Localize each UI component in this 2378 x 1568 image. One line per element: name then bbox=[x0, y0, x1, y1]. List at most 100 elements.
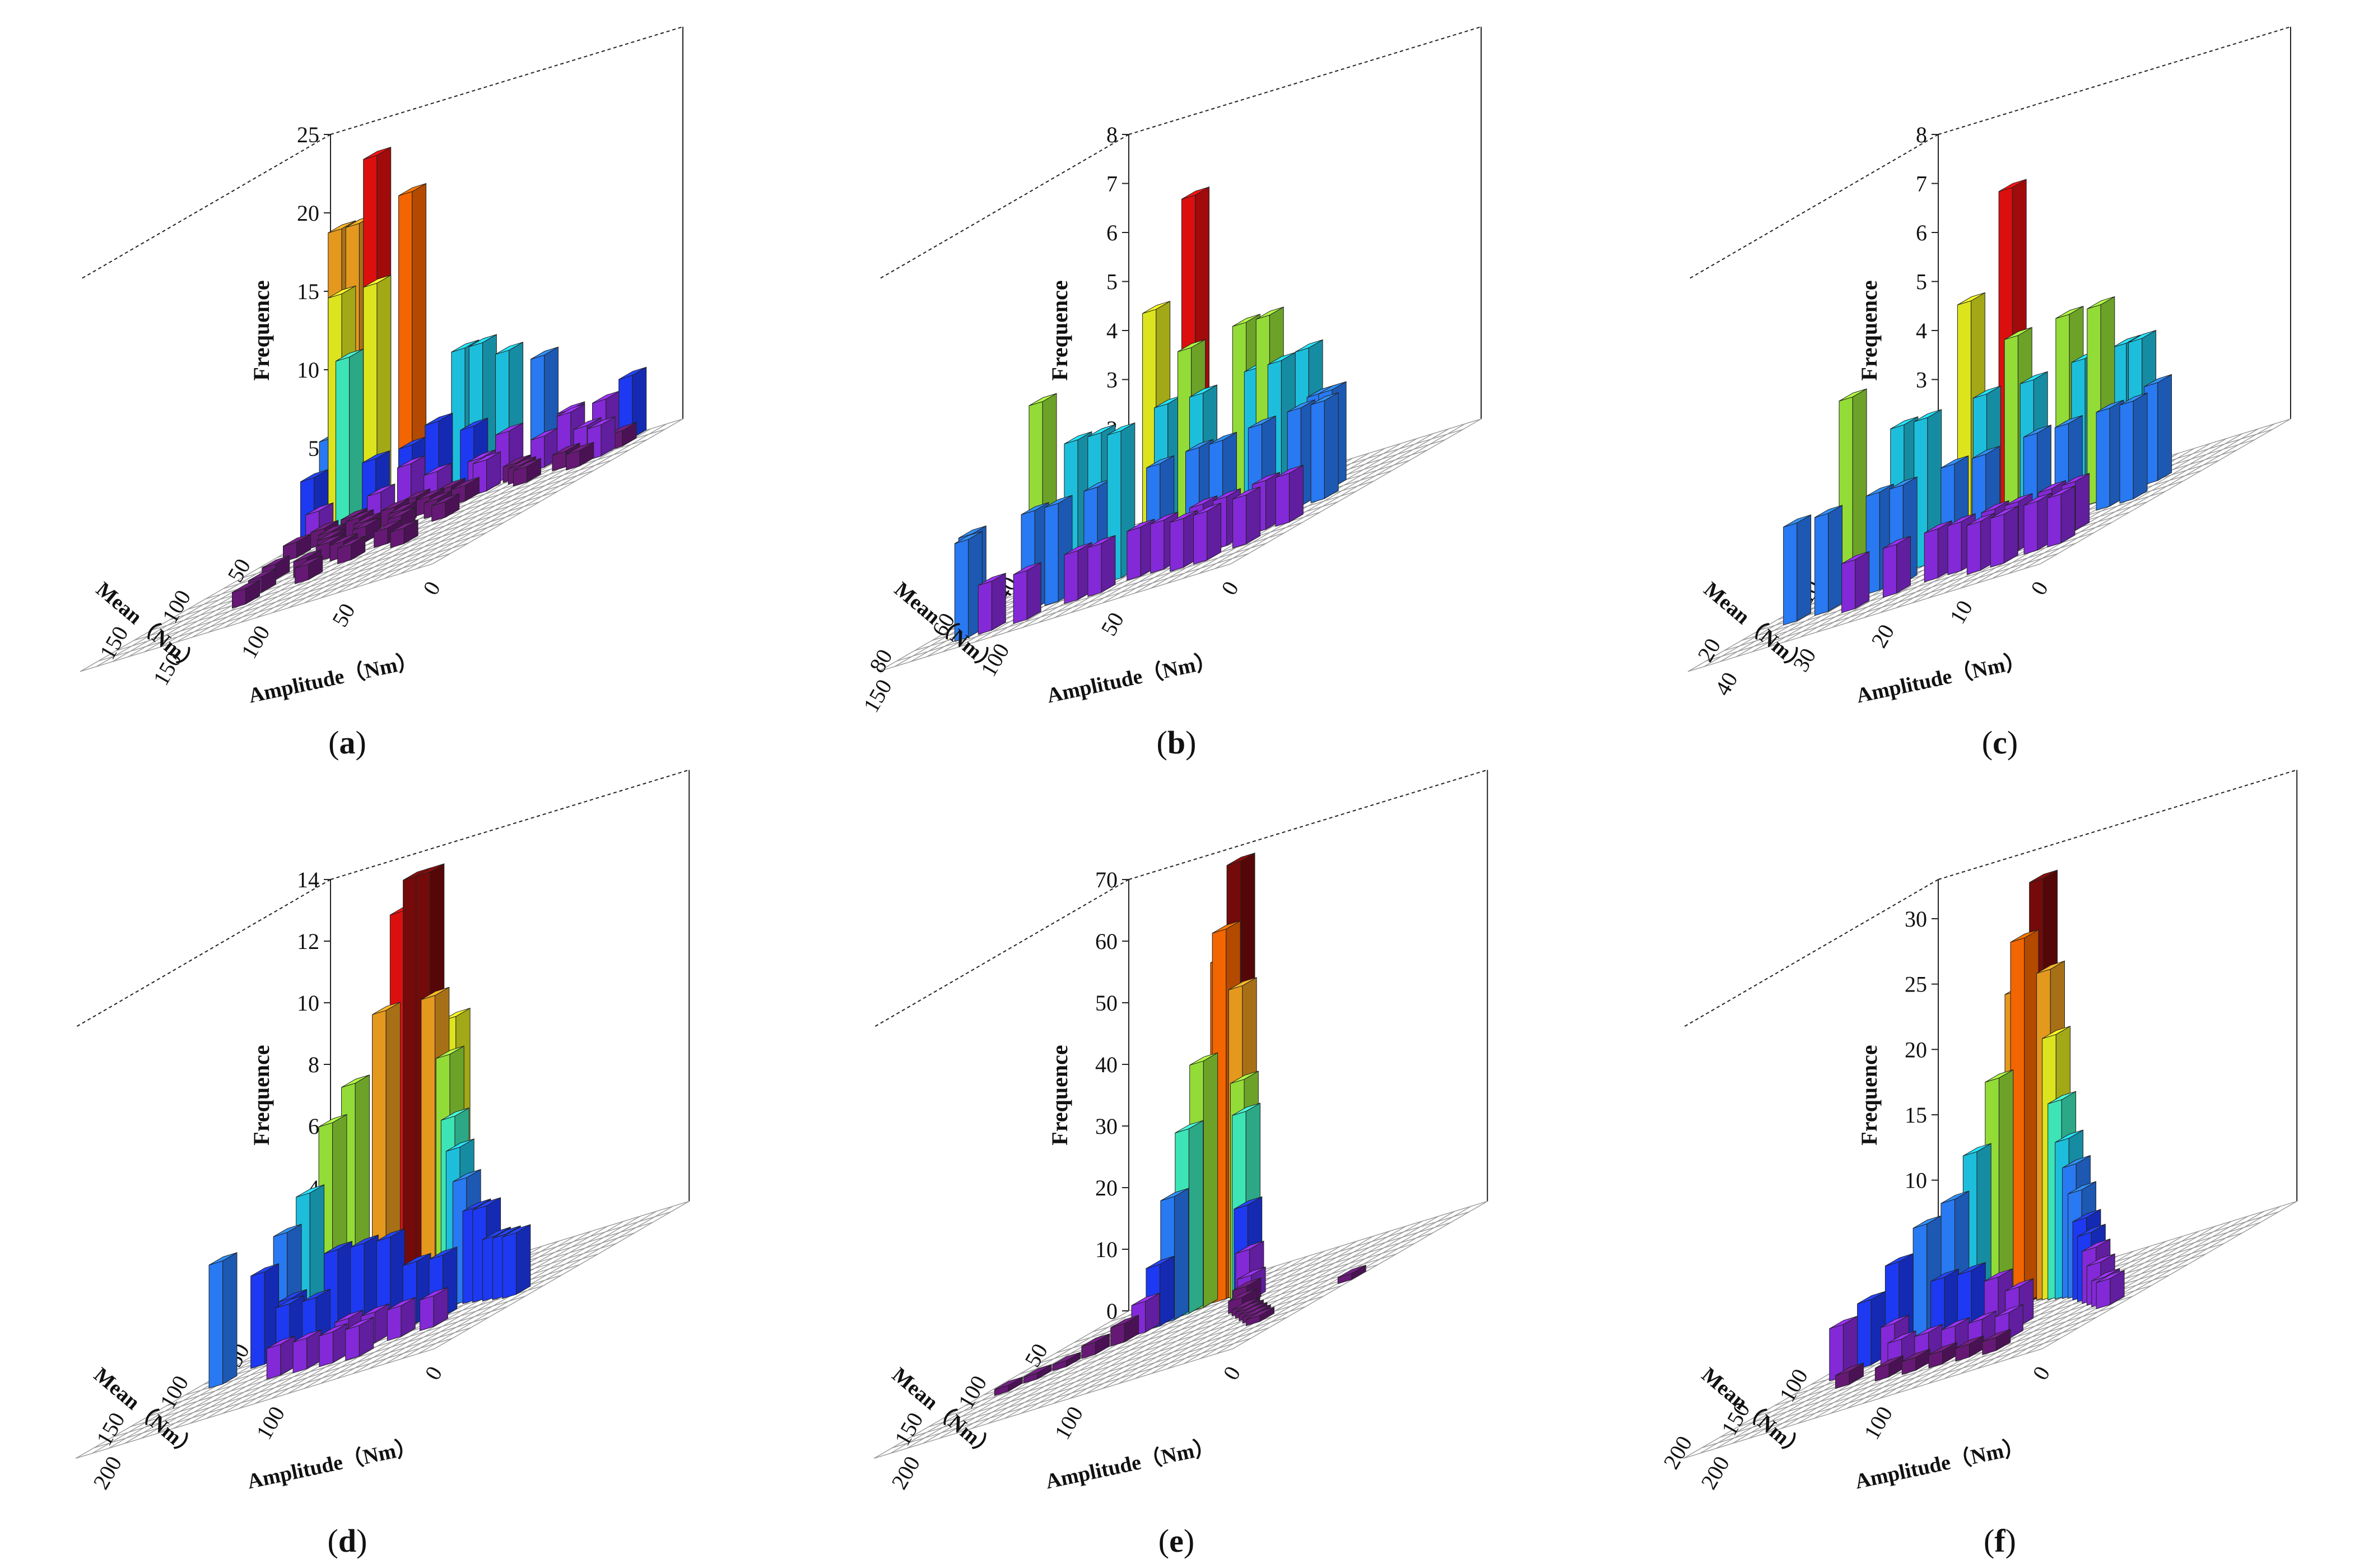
bar bbox=[2010, 929, 2039, 1309]
bar-top-face bbox=[1142, 301, 1170, 314]
bar-top-face bbox=[1985, 1069, 2013, 1083]
bar-side-face bbox=[222, 1252, 238, 1385]
z-tick-label: 15 bbox=[1905, 1102, 1927, 1128]
bar-top-face bbox=[1957, 292, 1985, 305]
bar-top-face bbox=[431, 493, 460, 506]
bar-top-face bbox=[1021, 502, 1049, 515]
bar-top-face bbox=[363, 147, 391, 160]
bar-top-face bbox=[2055, 415, 2083, 428]
bar-top-face bbox=[2096, 399, 2124, 413]
bar-top-face bbox=[1967, 513, 1995, 526]
bar bbox=[387, 1297, 416, 1341]
bar bbox=[1193, 502, 1222, 565]
floor-grid-line bbox=[1687, 563, 2041, 672]
floor-grid-line bbox=[896, 553, 1249, 662]
panel-caption: (a) bbox=[328, 724, 366, 761]
bar-top-face bbox=[1947, 513, 1976, 527]
floor-grid-line bbox=[111, 1327, 471, 1438]
bar-front-face bbox=[387, 1305, 402, 1341]
caption-letter: c bbox=[1993, 724, 2007, 761]
bar-top-face bbox=[1889, 476, 1918, 490]
bar-top-face bbox=[1857, 1291, 1886, 1304]
bar-top-face bbox=[352, 517, 380, 531]
bar bbox=[1901, 1348, 1930, 1375]
bar-top-face bbox=[1914, 1324, 1943, 1337]
bar-side-face bbox=[1246, 486, 1260, 545]
x-tick-label: 10 bbox=[1944, 596, 1977, 628]
bar-top-face bbox=[2112, 334, 2140, 348]
caption-letter: f bbox=[1994, 1523, 2005, 1559]
bar-top-face bbox=[1973, 385, 2001, 399]
x-tick-label: 100 bbox=[1049, 1402, 1088, 1444]
bar bbox=[1023, 1364, 1052, 1384]
bar-top-face bbox=[336, 348, 364, 362]
bar-top-face bbox=[2144, 374, 2172, 387]
bar bbox=[1990, 505, 2018, 568]
caption-close: ) bbox=[356, 724, 366, 761]
x-tick-label: 200 bbox=[88, 1452, 127, 1493]
bar-top-face bbox=[2023, 425, 2051, 438]
bar-top-face bbox=[552, 443, 580, 456]
floor-grid-line bbox=[151, 522, 504, 631]
bar-top-face bbox=[587, 416, 616, 430]
panel-e: 010203040506070010020050100150FrequenceA… bbox=[873, 769, 1488, 1493]
z-tick-label: 10 bbox=[297, 357, 319, 383]
bar bbox=[566, 441, 594, 471]
bar-front-face bbox=[1966, 520, 1981, 575]
bar-top-face bbox=[262, 555, 290, 569]
side-top-edge bbox=[75, 879, 331, 1028]
bar bbox=[1841, 551, 1870, 613]
x-axis-label: Amplitude（Nm） bbox=[246, 649, 420, 708]
bar-top-face bbox=[1023, 1364, 1052, 1378]
bar-top-face bbox=[353, 512, 381, 525]
panel-caption: (b) bbox=[1157, 724, 1197, 761]
bar-top-face bbox=[2096, 1270, 2125, 1283]
bar-side-face bbox=[2157, 374, 2172, 481]
bar-front-face bbox=[250, 1271, 265, 1369]
bar bbox=[1310, 392, 1339, 504]
bar-side-face bbox=[1101, 534, 1116, 593]
bar-front-face bbox=[1874, 1363, 1890, 1382]
bar-top-face bbox=[1883, 536, 1911, 549]
z-tick-label: 7 bbox=[1916, 171, 1927, 197]
panel-c: 0123456780102030401020FrequenceAmplitude… bbox=[1687, 26, 2291, 708]
bar-top-face bbox=[376, 1228, 405, 1241]
bar bbox=[1052, 1352, 1081, 1371]
bar-top-face bbox=[2068, 1181, 2096, 1194]
bar-front-face bbox=[1814, 513, 1829, 616]
bar-top-face bbox=[302, 1288, 331, 1302]
bar-top-face bbox=[1110, 1315, 1139, 1328]
bar-front-face bbox=[1912, 1223, 1928, 1347]
bar-top-face bbox=[1232, 1277, 1262, 1291]
bar-top-face bbox=[208, 1252, 238, 1265]
bar-top-face bbox=[1189, 384, 1217, 398]
bar-top-face bbox=[362, 450, 390, 463]
bar-top-face bbox=[460, 417, 488, 431]
bar-top-face bbox=[1924, 520, 1952, 533]
bar-front-face bbox=[319, 1331, 334, 1367]
back-top-edge bbox=[1938, 769, 2297, 880]
bar-front-face bbox=[335, 356, 350, 534]
bar bbox=[262, 555, 290, 584]
bar bbox=[994, 1376, 1023, 1396]
bar-top-face bbox=[1998, 179, 2027, 192]
back-top-edge bbox=[1128, 26, 1482, 135]
bar-top-face bbox=[1185, 439, 1213, 452]
back-top-edge bbox=[1938, 26, 2291, 135]
bar-top-face bbox=[1235, 1240, 1264, 1254]
z-tick-label: 5 bbox=[1106, 269, 1118, 295]
bar-top-face bbox=[1087, 424, 1116, 438]
bar-top-face bbox=[328, 285, 356, 299]
floor-grid-line bbox=[1701, 1338, 2061, 1449]
z-tick-label: 14 bbox=[297, 867, 319, 892]
bar-top-face bbox=[367, 483, 395, 497]
bar-top-face bbox=[1885, 1253, 1914, 1267]
bar-top-face bbox=[341, 1074, 370, 1088]
bar-side-face bbox=[1797, 514, 1812, 622]
bar-side-face bbox=[1174, 1188, 1189, 1320]
bar-top-face bbox=[1957, 1262, 1986, 1276]
bar-top-face bbox=[416, 487, 444, 501]
bar-front-face bbox=[420, 1295, 434, 1332]
bar-top-face bbox=[248, 568, 276, 581]
x-tick-label: 20 bbox=[1866, 620, 1899, 652]
